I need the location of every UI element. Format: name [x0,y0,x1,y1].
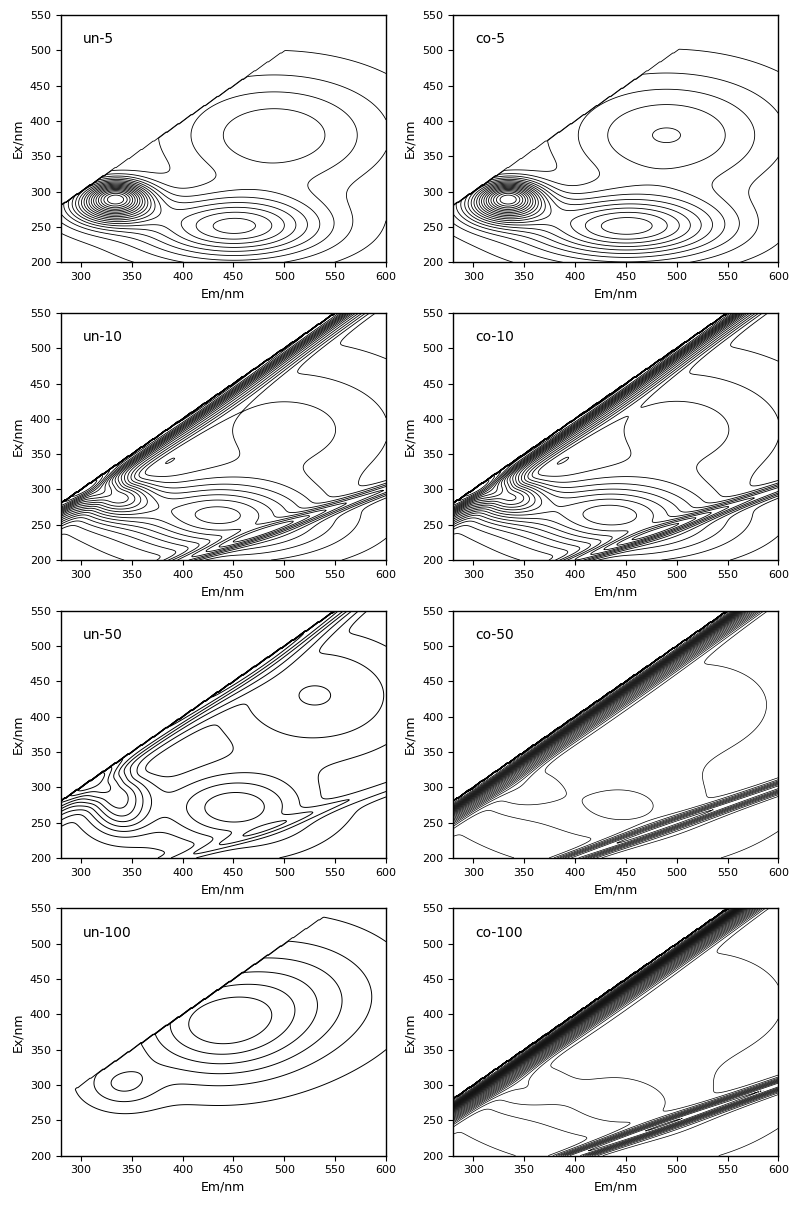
X-axis label: Em/nm: Em/nm [201,883,246,897]
Y-axis label: Ex/nm: Ex/nm [11,715,24,754]
Text: un-50: un-50 [83,628,123,642]
Text: un-100: un-100 [83,925,132,940]
Y-axis label: Ex/nm: Ex/nm [403,715,417,754]
Text: co-5: co-5 [476,33,506,47]
X-axis label: Em/nm: Em/nm [201,288,246,300]
Text: co-50: co-50 [476,628,514,642]
Y-axis label: Ex/nm: Ex/nm [403,417,417,457]
Text: co-100: co-100 [476,925,523,940]
Text: co-10: co-10 [476,330,514,345]
X-axis label: Em/nm: Em/nm [594,883,638,897]
X-axis label: Em/nm: Em/nm [201,1181,246,1194]
Text: un-10: un-10 [83,330,123,345]
Y-axis label: Ex/nm: Ex/nm [403,1012,417,1052]
Text: un-5: un-5 [83,33,114,47]
X-axis label: Em/nm: Em/nm [201,586,246,599]
Y-axis label: Ex/nm: Ex/nm [11,1012,24,1052]
Y-axis label: Ex/nm: Ex/nm [403,119,417,158]
X-axis label: Em/nm: Em/nm [594,1181,638,1194]
Y-axis label: Ex/nm: Ex/nm [11,417,24,457]
Y-axis label: Ex/nm: Ex/nm [11,119,24,158]
X-axis label: Em/nm: Em/nm [594,288,638,300]
X-axis label: Em/nm: Em/nm [594,586,638,599]
